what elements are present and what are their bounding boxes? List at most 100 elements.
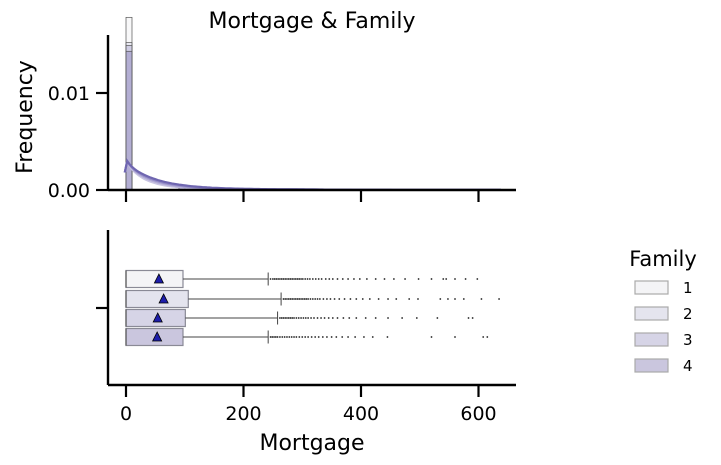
kde-curve-family-4 <box>123 158 501 191</box>
outlier-point <box>355 317 358 319</box>
histogram-bars <box>125 16 186 191</box>
outlier-point <box>298 298 301 300</box>
outlier-point <box>314 298 317 300</box>
outlier-point <box>371 336 374 338</box>
y-tick-label: 0.00 <box>48 180 90 202</box>
outlier-point <box>277 278 280 280</box>
outlier-point <box>295 317 298 319</box>
outlier-point <box>307 317 310 319</box>
legend-label-2: 2 <box>683 305 693 323</box>
legend-swatch-1 <box>634 280 669 295</box>
outlier-point <box>353 278 355 280</box>
outlier-point <box>303 298 306 300</box>
outlier-point <box>393 278 395 280</box>
box-family-1 <box>125 269 184 289</box>
outlier-point <box>347 336 349 338</box>
outlier-point <box>317 336 320 338</box>
outlier-point <box>436 317 439 319</box>
outlier-point <box>464 278 467 280</box>
outlier-point <box>289 317 292 319</box>
outlier-point <box>307 336 310 338</box>
outlier-point <box>279 317 281 319</box>
outlier-point <box>374 317 377 319</box>
outlier-point <box>274 336 277 338</box>
outlier-point <box>322 298 325 300</box>
legend-swatch-4 <box>634 358 669 373</box>
outlier-point <box>482 336 485 338</box>
outlier-point <box>304 278 307 280</box>
mean-marker <box>151 331 163 342</box>
outlier-point <box>298 278 301 280</box>
y-axis-label: Frequency <box>13 60 38 174</box>
outlier-point <box>341 336 344 338</box>
outlier-point <box>430 278 433 280</box>
outlier-point <box>269 278 272 280</box>
outlier-point <box>281 336 284 338</box>
outlier-point <box>287 278 290 280</box>
outlier-point <box>279 278 281 280</box>
outlier-point <box>354 336 357 338</box>
outlier-point <box>395 298 398 300</box>
outlier-point <box>417 298 419 300</box>
mean-marker <box>158 293 169 304</box>
outlier-point <box>480 298 483 300</box>
outlier-point <box>476 278 479 280</box>
outlier-point <box>301 336 304 338</box>
x-tick-label: 200 <box>225 403 261 425</box>
outlier-point <box>336 278 339 280</box>
boxplot-panel: 0 200 400 600 Mortgage <box>96 230 516 456</box>
outlier-point <box>328 278 331 280</box>
outlier-point <box>297 317 300 319</box>
outlier-point <box>374 278 377 280</box>
boxplots <box>125 269 500 347</box>
outlier-point <box>454 278 456 280</box>
outlier-point <box>275 278 278 280</box>
outlier-point <box>320 317 322 319</box>
outlier-point <box>331 317 334 319</box>
outlier-point <box>320 278 323 280</box>
box-family-2 <box>125 289 189 309</box>
outlier-point <box>295 336 298 338</box>
outlier-point <box>301 278 304 280</box>
legend-label-1: 1 <box>683 279 693 297</box>
outlier-point <box>282 298 285 300</box>
legend-swatch-3 <box>634 332 669 347</box>
outlier-point <box>321 336 324 338</box>
outlier-point <box>301 298 304 300</box>
outlier-point <box>310 336 313 338</box>
outlier-point <box>349 298 352 300</box>
outlier-point <box>288 336 291 338</box>
outlier-point <box>304 336 307 338</box>
outlier-point <box>287 317 290 319</box>
outlier-point <box>300 317 302 319</box>
legend-label-4: 4 <box>683 357 693 375</box>
chart-title: Mortgage & Family <box>209 9 416 34</box>
outlier-point <box>291 278 294 280</box>
outlier-point <box>417 278 420 280</box>
outlier-point <box>284 298 287 300</box>
outlier-point <box>387 298 389 300</box>
outlier-point <box>471 317 474 319</box>
outlier-point <box>309 298 312 300</box>
outlier-point <box>323 317 326 319</box>
outlier-point <box>306 278 309 280</box>
outlier-point <box>290 336 293 338</box>
outlier-point <box>280 278 283 280</box>
outlier-point <box>294 278 297 280</box>
outlier-point <box>286 317 288 319</box>
outlier-point <box>316 298 319 300</box>
outlier-point <box>341 278 344 280</box>
outlier-point <box>467 317 470 319</box>
outlier-point <box>287 298 290 300</box>
x-ticks-top <box>124 190 480 202</box>
y-tick-label: 0.01 <box>48 83 90 105</box>
outlier-point <box>271 336 274 338</box>
outlier-point <box>317 278 320 280</box>
outlier-point <box>355 298 358 300</box>
outlier-point <box>430 336 433 338</box>
outlier-point <box>338 298 341 300</box>
outlier-point <box>296 278 299 280</box>
outlier-point <box>447 298 449 300</box>
outlier-point <box>383 278 386 280</box>
